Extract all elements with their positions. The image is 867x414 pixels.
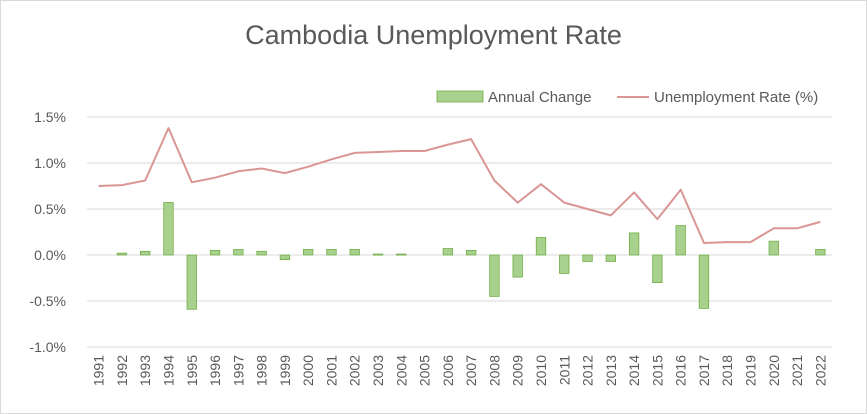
x-tick-label: 2015 [649,355,665,386]
bar-annual-change [209,249,221,256]
x-tick-label: 2012 [580,355,596,386]
x-tick-label: 1991 [91,355,107,386]
bar-annual-change [116,252,128,256]
x-tick-label: 1996 [207,355,223,386]
x-axis-ticks: 1991 1992 1993 1994 1995 1996 1997 1998 1999 2000… [91,355,829,386]
bar-annual-change [768,240,779,256]
bar-annual-change [535,237,547,256]
x-tick-label: 2013 [603,355,619,386]
bar-annual-change [256,250,267,256]
bar-annual-change [652,254,663,284]
legend-swatch-annual-change [436,90,484,103]
bar-annual-change [559,254,570,274]
bar-annual-change [698,254,710,309]
bar-annual-change [605,254,616,262]
x-tick-label: 1994 [160,355,176,386]
x-tick-label: 2014 [626,355,642,386]
bar-annual-change [675,225,686,256]
legend: Annual Change Unemployment Rate (%) [436,89,818,106]
bar-annual-change [465,249,477,256]
bar-annual-change [233,249,244,256]
x-tick-label: 1997 [230,355,246,386]
x-tick-label: 2010 [533,355,549,386]
x-tick-label: 2006 [440,355,456,386]
bar-annual-change [442,248,454,256]
x-tick-label: 2007 [463,355,479,386]
x-tick-label: 2011 [556,355,572,385]
chart-title: Cambodia Unemployment Rate [245,20,622,50]
x-tick-label: 2008 [486,355,502,386]
y-tick-label: 1.5% [34,109,66,125]
x-tick-label: 1998 [254,355,270,386]
bar-annual-change [815,249,826,256]
bar-annual-change [396,253,407,256]
y-tick-label: -1.0% [29,339,66,355]
bar-annual-change [163,202,174,256]
x-tick-label: 1995 [184,355,200,386]
bar-annual-change [582,254,593,262]
bar-series [116,202,826,310]
gridlines [87,116,832,348]
bar-annual-change [349,249,360,256]
x-tick-label: 2005 [417,355,433,386]
y-tick-label: 1.0% [34,155,66,171]
y-tick-label: 0.5% [34,201,66,217]
x-tick-label: 2022 [812,355,828,386]
x-tick-label: 2020 [766,355,782,386]
bar-annual-change [326,249,337,256]
x-tick-label: 2002 [347,355,363,386]
y-tick-label: 0.0% [34,247,66,263]
bar-annual-change [279,254,291,260]
x-tick-label: 2016 [673,355,689,386]
line-unemployment-rate [98,127,821,244]
bar-annual-change [628,232,640,256]
bar-annual-change [140,250,151,256]
bar-annual-change [186,254,197,310]
x-tick-label: 2021 [789,355,805,386]
x-tick-label: 2017 [696,355,712,386]
bar-annual-change [512,254,523,278]
y-tick-label: -0.5% [29,293,66,309]
bar-annual-change [303,249,314,256]
legend-label-annual-change: Annual Change [488,89,591,106]
x-tick-label: 2018 [719,355,735,386]
x-tick-label: 2004 [393,355,409,386]
x-tick-label: 2003 [370,355,386,386]
x-tick-label: 2000 [300,355,316,386]
x-tick-label: 2001 [323,355,339,386]
legend-label-unemployment-rate: Unemployment Rate (%) [654,89,818,106]
x-tick-label: 2019 [743,355,759,386]
x-tick-label: 1993 [137,355,153,386]
line-series [98,127,821,244]
x-tick-label: 2009 [510,355,526,386]
y-axis-ticks: 1.5% 1.0% 0.5% 0.0% -0.5% -1.0% [29,109,66,355]
bar-annual-change [372,253,384,256]
x-tick-label: 1999 [277,355,293,386]
bar-annual-change [489,254,500,297]
x-tick-label: 1992 [114,355,130,386]
